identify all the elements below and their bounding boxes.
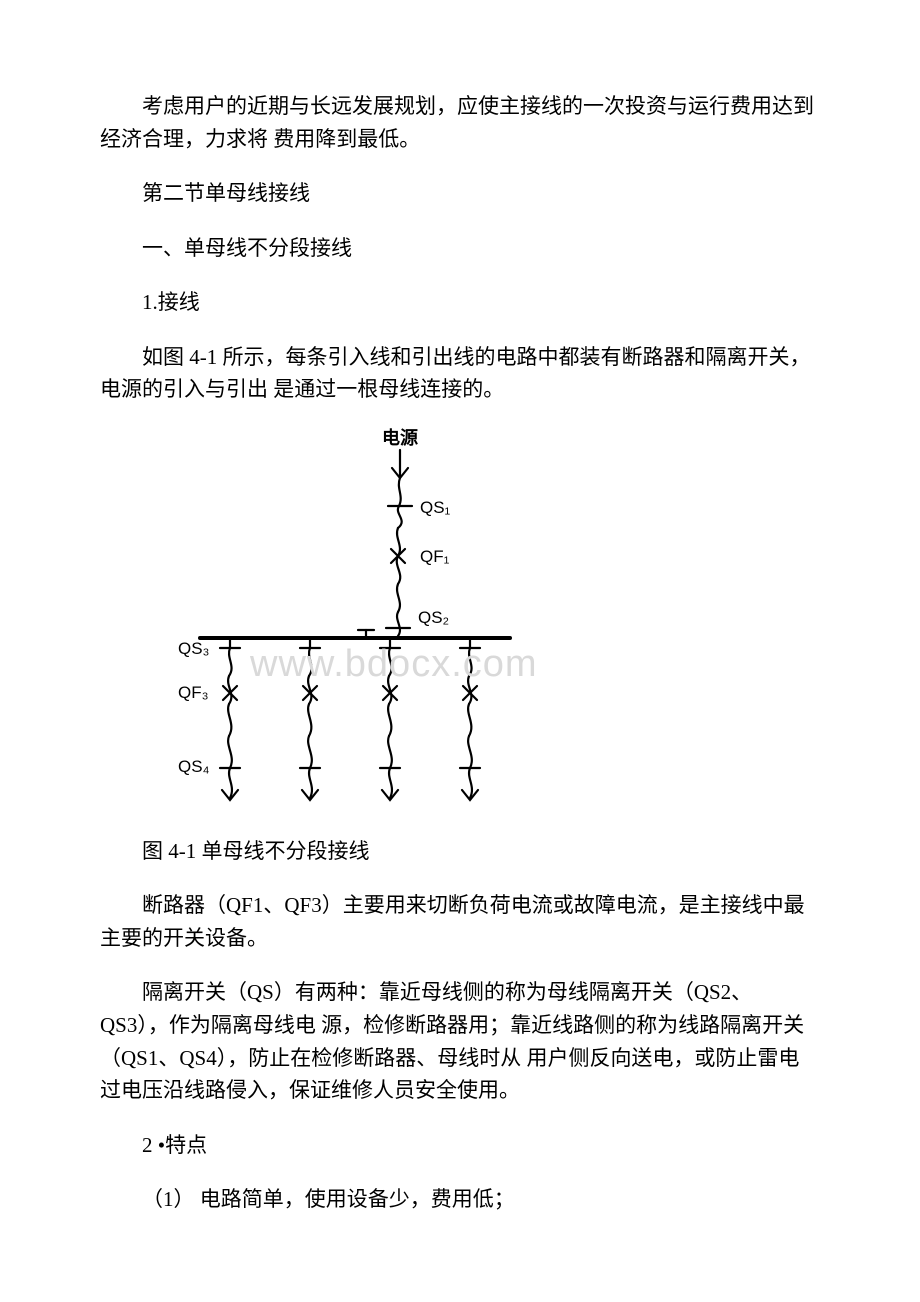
svg-text:QF₁: QF₁ (420, 547, 450, 566)
document-page: 考虑用户的近期与长远发展规划，应使主接线的一次投资与运行费用达到经济合理，力求将… (0, 0, 920, 1298)
svg-text:QS₄: QS₄ (178, 757, 210, 776)
figure-caption: 图 4-1 单母线不分段接线 (100, 835, 820, 868)
item-heading: 1.接线 (100, 286, 820, 319)
paragraph: 考虑用户的近期与长远发展规划，应使主接线的一次投资与运行费用达到经济合理，力求将… (100, 90, 820, 155)
svg-text:QS₂: QS₂ (418, 608, 449, 627)
paragraph: 如图 4-1 所示，每条引入线和引出线的电路中都装有断路器和隔离开关，电源的引入… (100, 341, 820, 406)
paragraph: 断路器（QF1、QF3）主要用来切断负荷电流或故障电流，是主接线中最主要的开关设… (100, 889, 820, 954)
svg-text:QF₃: QF₃ (178, 683, 209, 702)
svg-text:QS₁: QS₁ (420, 498, 451, 517)
figure-4-1: 电源 QS₁ QF₁ (100, 428, 820, 823)
paragraph: 隔离开关（QS）有两种：靠近母线侧的称为母线隔离开关（QS2、QS3），作为隔离… (100, 976, 820, 1106)
busbar-diagram-svg: 电源 QS₁ QF₁ (170, 428, 530, 823)
svg-text:电源: 电源 (382, 428, 418, 448)
svg-text:QS₃: QS₃ (178, 639, 210, 658)
list-item: （1） 电路简单，使用设备少，费用低； (100, 1183, 820, 1216)
section-heading: 第二节单母线接线 (100, 177, 820, 210)
item-heading: 2 •特点 (100, 1129, 820, 1162)
subsection-heading: 一、单母线不分段接线 (100, 232, 820, 265)
